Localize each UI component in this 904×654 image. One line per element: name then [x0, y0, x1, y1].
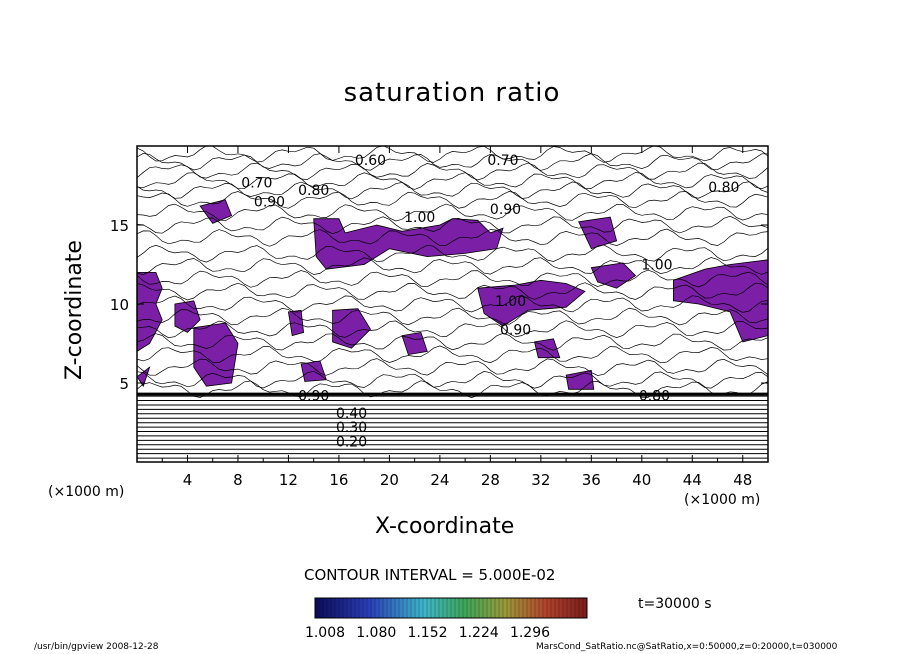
supersaturated-region — [590, 262, 637, 289]
contour-line — [137, 370, 768, 389]
x-tick-label: 32 — [531, 471, 550, 489]
contour-line — [137, 215, 768, 235]
contour-line — [137, 162, 768, 181]
contour-line — [137, 358, 768, 376]
colorbar-tick-label: 1.152 — [407, 625, 447, 641]
supersaturated-region — [673, 259, 768, 343]
x-tick-label: 16 — [329, 471, 348, 489]
contour-line — [137, 345, 768, 364]
plot-area — [137, 146, 768, 459]
y-axis: 5 10 15 — [110, 217, 768, 393]
colorbar-tick-label: 1.080 — [356, 625, 396, 641]
contour-line — [137, 181, 768, 200]
supersaturated-region — [313, 218, 504, 270]
y-tick-label: 5 — [119, 375, 129, 393]
footer-command: /usr/bin/gpview 2008-12-28 — [34, 642, 159, 652]
x-tick-label: 36 — [582, 471, 601, 489]
contour-line — [137, 172, 768, 190]
contour-line — [137, 146, 768, 163]
supersaturated-region — [401, 331, 428, 356]
contour-labels: 0.60 0.70 0.70 0.80 0.90 0.90 0.80 1.00 1.00 1.00… — [241, 153, 739, 450]
x-unit-left: (×1000 m) — [48, 484, 125, 500]
colorbar-tick-label: 1.296 — [510, 625, 550, 641]
supersaturated-region — [332, 308, 372, 349]
x-axis: 4 8 12 16 20 24 28 32 36 40 44 48 — [161, 146, 752, 489]
time-label: t=30000 s — [638, 596, 712, 612]
x-tick-label: 48 — [733, 471, 752, 489]
contour-label: 1.00 — [495, 294, 526, 310]
footer-dataset: MarsCond_SatRatio.nc@SatRatio,x=0:50000,… — [536, 642, 838, 652]
contour-label: 0.20 — [336, 434, 367, 450]
x-tick-label: 4 — [183, 471, 193, 489]
supersaturated-region — [137, 366, 151, 388]
y-axis-label: Z-coordinate — [62, 240, 87, 380]
x-axis-label: X-coordinate — [375, 514, 515, 539]
chart-title: saturation ratio — [343, 78, 561, 108]
contour-label: 0.90 — [254, 194, 285, 210]
contour-line — [137, 203, 768, 222]
x-tick-label: 20 — [380, 471, 399, 489]
supersaturated-region — [137, 272, 163, 352]
contour-label: 0.80 — [639, 389, 670, 405]
x-unit-right: (×1000 m) — [684, 492, 761, 508]
supersaturated-region — [565, 369, 595, 390]
supersaturated-regions — [137, 199, 768, 390]
contour-line — [137, 228, 768, 247]
contour-interval: CONTOUR INTERVAL = 5.000E-02 — [304, 566, 556, 584]
contour-label: 0.80 — [298, 183, 329, 199]
x-tick-label: 12 — [279, 471, 298, 489]
contour-label: 0.80 — [708, 180, 739, 196]
x-tick-label: 28 — [481, 471, 500, 489]
contour-lines — [137, 146, 768, 459]
contour-line — [137, 191, 768, 209]
x-tick-label: 8 — [233, 471, 243, 489]
contour-line — [137, 380, 768, 398]
contour-line — [137, 307, 768, 326]
contour-label: 0.70 — [487, 153, 518, 169]
y-tick-label: 15 — [110, 217, 129, 235]
supersaturated-region — [199, 199, 233, 224]
colorbar: 1.008 1.080 1.152 1.224 1.296 — [305, 597, 588, 641]
contour-label: 0.70 — [241, 175, 272, 191]
contour-label: 0.90 — [500, 322, 531, 338]
contour-line — [137, 244, 768, 263]
contour-label: 0.60 — [355, 153, 386, 169]
x-tick-label: 44 — [683, 471, 702, 489]
colorbar-tick-label: 1.224 — [459, 625, 499, 641]
contour-label: 0.40 — [336, 406, 367, 422]
contour-label: 0.30 — [336, 420, 367, 436]
contour-line — [137, 153, 768, 171]
contour-line — [137, 320, 768, 339]
x-tick-label: 40 — [632, 471, 651, 489]
contour-line — [137, 295, 768, 313]
contour-label: 0.90 — [298, 389, 329, 405]
contour-label: 0.90 — [490, 202, 521, 218]
contour-line — [137, 257, 768, 276]
contour-label: 1.00 — [404, 210, 435, 226]
contour-line — [137, 332, 768, 351]
y-tick-label: 10 — [110, 296, 129, 314]
contour-label: 1.00 — [641, 258, 672, 274]
colorbar-tick-label: 1.008 — [305, 625, 345, 641]
contour-line — [137, 282, 768, 301]
supersaturated-region — [477, 279, 586, 327]
contour-line — [137, 269, 768, 288]
x-tick-label: 24 — [430, 471, 449, 489]
